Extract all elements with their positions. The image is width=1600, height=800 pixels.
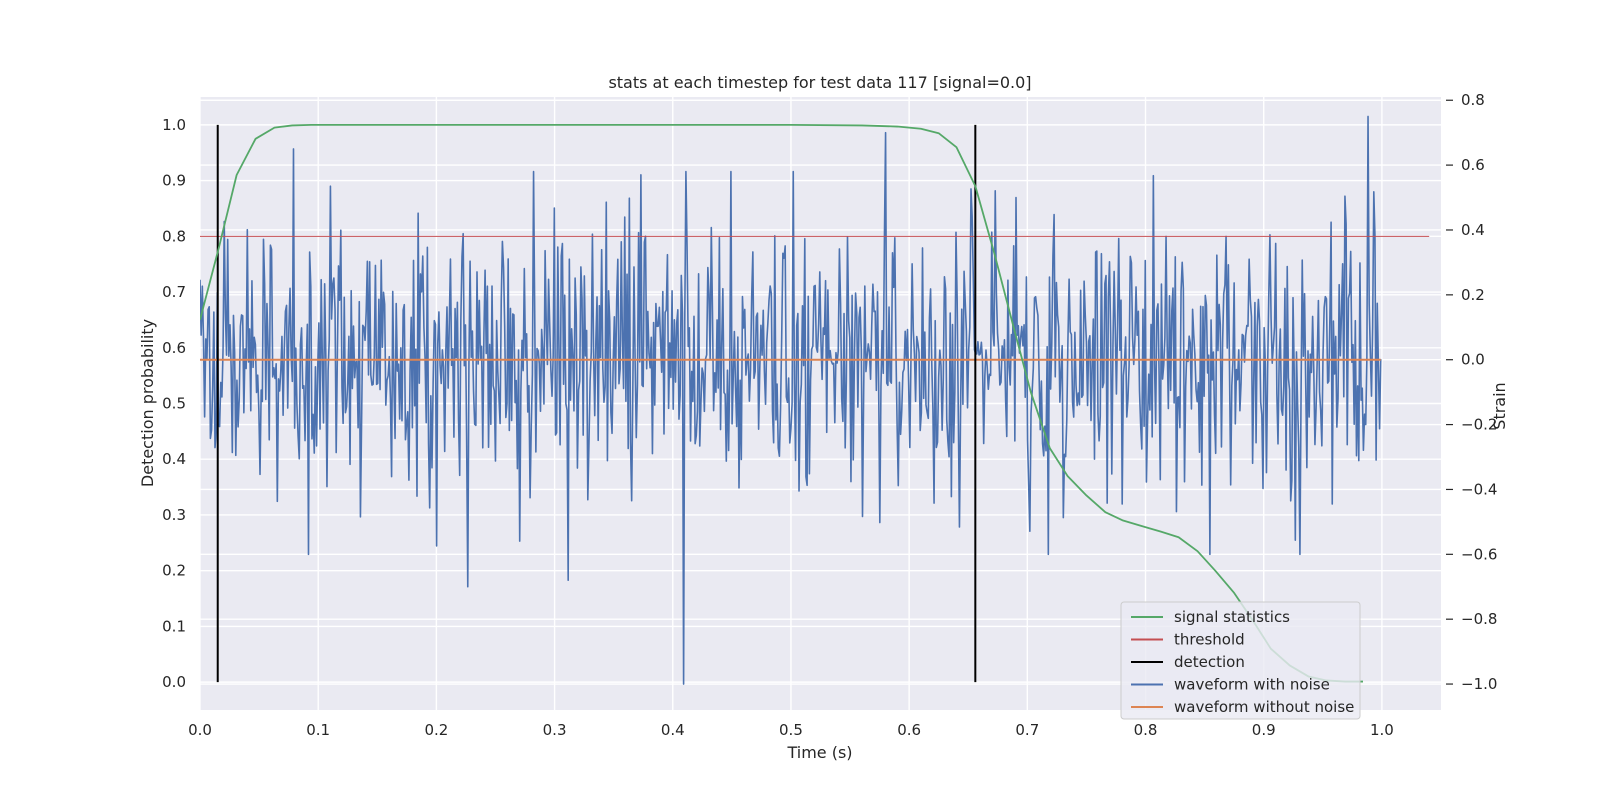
chart-title: stats at each timestep for test data 117… (608, 73, 1031, 92)
y-tick-label: 0.0 (162, 673, 186, 691)
x-tick-label: 1.0 (1370, 721, 1394, 739)
y-tick-label: 0.7 (162, 283, 186, 301)
y-tick-label: 0.9 (162, 172, 186, 190)
y2-tick-label: 0.6 (1461, 156, 1485, 174)
y-tick-label: 0.2 (162, 562, 186, 580)
legend-label: threshold (1174, 631, 1245, 649)
y2-tick-label: 0.4 (1461, 221, 1485, 239)
x-tick-label: 0.2 (424, 721, 448, 739)
y2-tick-label: 0.0 (1461, 351, 1485, 369)
y-axis-left: 0.0 0.1 0.2 0.3 0.4 0.5 0.6 0.7 0.8 0.9 1.0 (162, 116, 186, 691)
x-axis-title: Time (s) (786, 743, 852, 762)
legend-label: detection (1174, 653, 1245, 671)
y-axis-right: −1.0 −0.8 −0.6 −0.4 −0.2 0.0 0.2 0.4 0.6 0.8 (1446, 91, 1497, 693)
y-tick-label: 0.3 (162, 506, 186, 524)
y-tick-label: 1.0 (162, 116, 186, 134)
y2-tick-label: −1.0 (1461, 675, 1497, 693)
y-tick-label: 0.1 (162, 617, 186, 635)
legend: signal statistics threshold detection wavef… (1120, 601, 1361, 720)
x-tick-label: 0.8 (1134, 721, 1158, 739)
y2-axis-title: Strain (1490, 382, 1509, 429)
y2-tick-label: −0.4 (1461, 480, 1497, 498)
y2-tick-label: 0.2 (1461, 286, 1485, 304)
legend-label: signal statistics (1174, 608, 1290, 626)
y-tick-label: 0.5 (162, 395, 186, 413)
x-tick-label: 0.4 (661, 721, 685, 739)
series-waveform-with-noise (200, 115, 1382, 685)
y2-tick-label: 0.8 (1461, 91, 1485, 109)
legend-frame (1120, 601, 1361, 720)
y2-tick-label: −0.6 (1461, 545, 1497, 563)
y-axis-title: Detection probability (138, 319, 157, 487)
y-tick-label: 0.4 (162, 450, 186, 468)
x-axis: 0.0 0.1 0.2 0.3 0.4 0.5 0.6 0.7 0.8 0.9 1.0 (188, 721, 1394, 739)
x-tick-label: 0.0 (188, 721, 212, 739)
y-tick-label: 0.6 (162, 339, 186, 357)
x-tick-label: 0.3 (543, 721, 567, 739)
y2-tick-label: −0.8 (1461, 610, 1497, 628)
x-tick-label: 0.6 (897, 721, 921, 739)
x-tick-label: 0.9 (1252, 721, 1276, 739)
x-tick-label: 0.5 (779, 721, 803, 739)
y2-tick-label: −0.2 (1461, 416, 1497, 434)
legend-label: waveform with noise (1174, 676, 1330, 694)
legend-label: waveform without noise (1174, 698, 1354, 716)
x-tick-label: 0.7 (1015, 721, 1039, 739)
y-tick-label: 0.8 (162, 227, 186, 245)
x-tick-label: 0.1 (306, 721, 330, 739)
